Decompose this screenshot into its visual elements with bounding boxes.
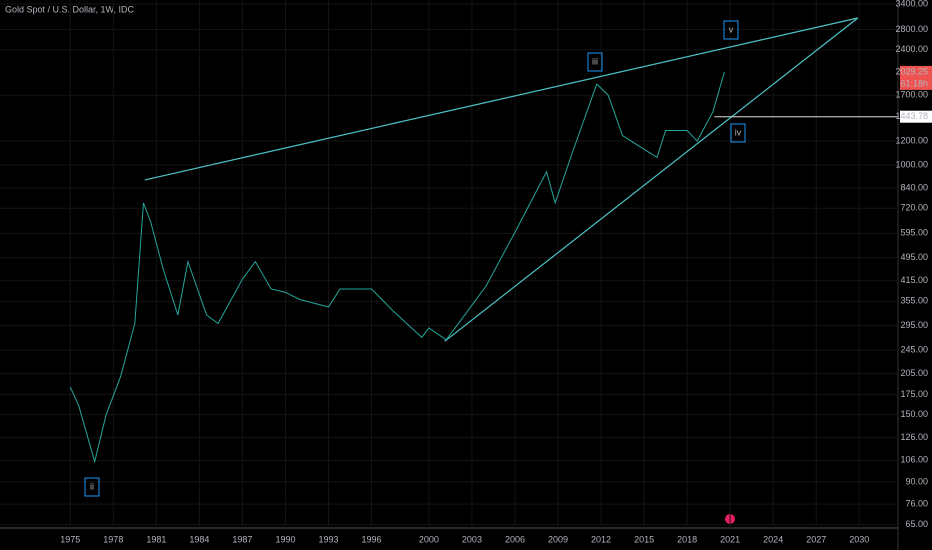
x-tick-label: 2018 — [677, 534, 697, 544]
price-tag — [900, 110, 932, 123]
y-tick-label: 150.00 — [900, 409, 928, 419]
x-tick-label: 2006 — [505, 534, 525, 544]
x-tick-label: 2024 — [763, 534, 783, 544]
y-tick-label: 720.00 — [900, 203, 928, 213]
x-tick-label: 2015 — [634, 534, 654, 544]
y-tick-label: 245.00 — [900, 344, 928, 354]
x-tick-label: 1984 — [189, 534, 209, 544]
wave-label: iii — [592, 56, 598, 66]
x-tick-label: 2021 — [720, 534, 740, 544]
wave-box — [730, 123, 746, 143]
x-tick-label: 2003 — [462, 534, 482, 544]
x-tick-label: 1996 — [362, 534, 382, 544]
x-tick-label: 2012 — [591, 534, 611, 544]
x-tick-label: 2009 — [548, 534, 568, 544]
price-line — [69, 71, 725, 464]
x-tick-label: 2027 — [806, 534, 826, 544]
y-tick-label: 175.00 — [900, 389, 928, 399]
x-tick-label: 1975 — [60, 534, 80, 544]
y-tick-label: 2800.00 — [895, 24, 928, 34]
countdown-label: 61:18h — [900, 78, 928, 88]
y-tick-label: 65.00 — [905, 519, 928, 529]
y-tick-label: 76.00 — [905, 499, 928, 509]
wave-label: v — [729, 24, 734, 34]
y-tick-label: 3400.00 — [895, 0, 928, 8]
x-tick-label: 1978 — [103, 534, 123, 544]
y-tick-label: 595.00 — [900, 228, 928, 238]
wave-box — [723, 20, 739, 40]
y-tick-label: 1000.00 — [895, 159, 928, 169]
wave-box — [84, 477, 100, 497]
price-tag-label: 1443.78 — [895, 111, 928, 121]
chart-title: Gold Spot / U.S. Dollar, 1W, IDC — [5, 4, 135, 14]
last-price-tag — [900, 65, 932, 90]
y-tick-label: 1700.00 — [895, 90, 928, 100]
y-tick-label: 1200.00 — [895, 135, 928, 145]
x-tick-label: 2030 — [849, 534, 869, 544]
y-tick-label: 106.00 — [900, 455, 928, 465]
x-tick-label: 1987 — [232, 534, 252, 544]
y-tick-label: 126.00 — [900, 432, 928, 442]
last-price-label: 2029.25 — [895, 66, 928, 76]
y-tick-label: 840.00 — [900, 182, 928, 192]
y-tick-label: 415.00 — [900, 275, 928, 285]
y-tick-label: 90.00 — [905, 476, 928, 486]
wave-box — [587, 52, 603, 72]
x-tick-label: 1981 — [146, 534, 166, 544]
x-tick-label: 1990 — [275, 534, 295, 544]
wave-label: ii — [90, 481, 94, 491]
x-tick-label: 1993 — [318, 534, 338, 544]
trendline — [444, 17, 859, 342]
x-tick-label: 2000 — [419, 534, 439, 544]
y-tick-label: 2400.00 — [895, 44, 928, 54]
y-tick-label: 495.00 — [900, 252, 928, 262]
y-tick-label: 295.00 — [900, 320, 928, 330]
wave-label: iv — [735, 127, 742, 137]
trendline — [144, 17, 858, 181]
y-tick-label: 355.00 — [900, 296, 928, 306]
y-tick-label: 205.00 — [900, 368, 928, 378]
